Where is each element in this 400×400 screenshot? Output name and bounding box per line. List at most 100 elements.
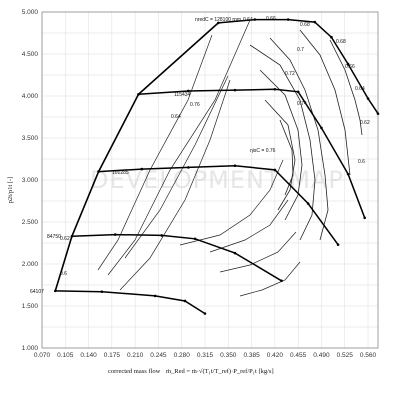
x-tick-label: 0.350 bbox=[220, 352, 237, 359]
y-tick-label: 5.000 bbox=[22, 9, 39, 16]
efficiency-contour bbox=[107, 19, 251, 276]
efficiency-label: 0.64 bbox=[355, 86, 365, 92]
y-tick-label: 1.000 bbox=[22, 345, 39, 352]
speed-point bbox=[280, 279, 283, 283]
x-tick-label: 0.070 bbox=[34, 352, 51, 359]
efficiency-label: 0.64 bbox=[243, 17, 253, 23]
speed-point bbox=[366, 97, 370, 100]
speed-point bbox=[140, 167, 144, 171]
x-tick-label: 0.420 bbox=[267, 352, 284, 359]
x-tick-label: 0.210 bbox=[127, 352, 144, 359]
efficiency-label: 0.68 bbox=[336, 39, 346, 45]
speed-line-label: 115434 bbox=[174, 92, 191, 98]
speed-point bbox=[286, 18, 290, 21]
efficiency-label: 0.6 bbox=[60, 271, 67, 277]
y-tick-label: 3.000 bbox=[22, 177, 39, 184]
plot-frame bbox=[41, 11, 379, 349]
speed-point bbox=[330, 35, 333, 39]
speed-point bbox=[320, 126, 323, 130]
speed-point bbox=[376, 112, 380, 115]
efficiency-label: 0.62 bbox=[60, 236, 70, 242]
speed-line-label: 101285 bbox=[112, 170, 129, 176]
x-tick-label: 0.490 bbox=[313, 352, 330, 359]
efficiency-contour bbox=[97, 34, 213, 271]
speed-line-label: 64107 bbox=[30, 289, 44, 295]
efficiency-contour bbox=[124, 75, 229, 259]
efficiency-contour bbox=[259, 69, 303, 221]
efficiency-label: 0.6 bbox=[358, 159, 365, 165]
data-labels: 64107 84750 101285 115434 nredC = 128100 rpm… bbox=[30, 16, 370, 295]
speed-point bbox=[183, 299, 187, 303]
speed-point bbox=[217, 21, 220, 25]
grid bbox=[41, 11, 378, 349]
speed-point bbox=[187, 166, 190, 169]
y-tick-label: 2.500 bbox=[22, 219, 39, 226]
efficiency-label: 0.72 bbox=[285, 71, 295, 77]
speed-point bbox=[233, 164, 237, 168]
speed-point bbox=[233, 88, 237, 92]
x-tick-label: 0.280 bbox=[174, 352, 191, 359]
speed-point bbox=[113, 233, 117, 236]
watermark: DEVELOPMENT MAP bbox=[90, 166, 344, 194]
speed-lines bbox=[54, 18, 380, 315]
x-tick-label: 0.315 bbox=[197, 352, 214, 359]
x-tick-label: 0.140 bbox=[80, 352, 97, 359]
efficiency-label: 0.66 bbox=[266, 16, 276, 22]
y-axis-label: p2t/p1t [-] bbox=[7, 177, 14, 204]
efficiency-contour bbox=[219, 231, 297, 273]
speed-point bbox=[70, 234, 74, 238]
speed-point bbox=[203, 312, 207, 315]
efficiency-label: 0.74 bbox=[297, 101, 307, 107]
speed-point bbox=[97, 170, 100, 173]
efficiency-label: 0.76 bbox=[190, 102, 200, 108]
speed-point bbox=[193, 237, 197, 241]
speed-point bbox=[100, 290, 104, 294]
efficiency-label: 0.62 bbox=[360, 120, 370, 126]
efficiency-contour bbox=[269, 37, 329, 241]
speed-point bbox=[137, 93, 140, 96]
x-tick-labels: 0.070 0.105 0.140 0.175 0.210 0.245 0.280 0.315… bbox=[34, 352, 377, 359]
efficiency-contour bbox=[249, 44, 316, 241]
speed-point bbox=[296, 90, 300, 94]
efficiency-label: 0.66 bbox=[345, 64, 355, 70]
efficiency-contour bbox=[299, 29, 351, 176]
speed-point bbox=[336, 243, 340, 246]
efficiency-islands bbox=[97, 19, 363, 297]
speed-point bbox=[187, 89, 190, 93]
x-tick-label: 0.560 bbox=[360, 352, 377, 359]
speed-point bbox=[233, 251, 237, 255]
speed-point bbox=[160, 234, 164, 237]
x-tick-label: 0.385 bbox=[243, 352, 260, 359]
speed-point bbox=[273, 87, 277, 91]
x-axis-label: corrected mass flow bbox=[108, 368, 161, 375]
x-tick-label: 0.175 bbox=[104, 352, 121, 359]
efficiency-contour bbox=[329, 39, 363, 136]
speed-point bbox=[54, 289, 57, 293]
speed-point bbox=[346, 172, 350, 176]
y-tick-label: 1.500 bbox=[22, 303, 39, 310]
efficiency-label: 0.7 bbox=[297, 47, 304, 53]
y-tick-label: 4.000 bbox=[22, 93, 39, 100]
speed-line bbox=[218, 18, 379, 115]
speed-point bbox=[346, 62, 350, 66]
speed-point bbox=[313, 20, 317, 24]
x-tick-label: 0.105 bbox=[57, 352, 74, 359]
y-tick-label: 4.500 bbox=[22, 51, 39, 58]
speed-point bbox=[363, 216, 366, 220]
y-tick-label: 2.000 bbox=[22, 261, 39, 268]
speed-line-label: nredC = 128100 rpm bbox=[195, 17, 241, 23]
x-axis-formula: ṁ_Red = ṁ·√(T₁t/T_ref)·P_ref/P₁t [kg/s] bbox=[166, 367, 274, 375]
speed-point bbox=[153, 294, 157, 298]
x-tick-label: 0.455 bbox=[290, 352, 307, 359]
y-tick-labels: 1.000 1.500 2.000 2.500 3.000 3.500 4.000 4.500… bbox=[22, 9, 39, 352]
speed-line-label: 84750 bbox=[47, 234, 61, 240]
efficiency-contour bbox=[179, 159, 284, 246]
efficiency-contour bbox=[264, 99, 296, 211]
speed-point bbox=[273, 168, 277, 172]
y-tick-label: 3.500 bbox=[22, 135, 39, 142]
efficiency-label: 0.68 bbox=[300, 22, 310, 28]
x-tick-label: 0.245 bbox=[150, 352, 167, 359]
x-tick-label: 0.525 bbox=[337, 352, 354, 359]
efficiency-label: 0.64 bbox=[171, 114, 181, 120]
